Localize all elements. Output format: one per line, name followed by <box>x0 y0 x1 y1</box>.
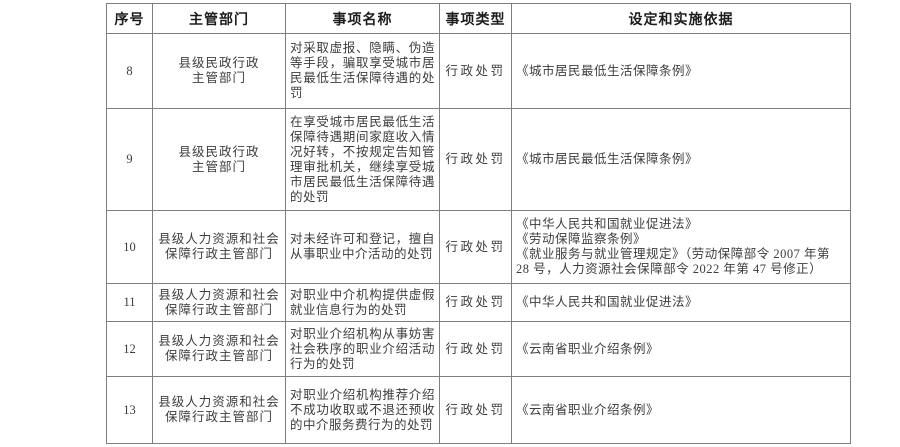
cell-basis: 《云南省职业介绍条例》 <box>511 321 851 377</box>
cell-item-type: 行政处罚 <box>439 376 512 444</box>
cell-department: 县级人力资源和社会 保障行政主管部门 <box>152 376 286 444</box>
cell-department: 县级人力资源和社会 保障行政主管部门 <box>152 283 286 322</box>
cell-no: 13 <box>106 376 153 444</box>
cell-basis: 《云南省职业介绍条例》 <box>511 376 851 444</box>
cell-item-name: 对职业介绍机构从事妨害社会秩序的职业介绍活动行为的处罚 <box>285 321 440 377</box>
table-row: 13 县级人力资源和社会 保障行政主管部门 对职业介绍机构推荐介绍不成功收取或不… <box>106 376 851 444</box>
col-header-no: 序号 <box>106 3 153 34</box>
cell-item-type: 行政处罚 <box>439 210 512 284</box>
cell-basis: 《城市居民最低生活保障条例》 <box>511 33 851 109</box>
cell-item-name: 对未经许可和登记，擅自从事职业中介活动的处罚 <box>285 210 440 284</box>
cell-item-name: 对职业中介机构提供虚假就业信息行为的处罚 <box>285 283 440 322</box>
cell-item-name: 在享受城市居民最低生活保障待遇期间家庭收入情况好转，不按规定告知管理审批机关，继… <box>285 108 440 211</box>
cell-item-type: 行政处罚 <box>439 108 512 211</box>
cell-no: 8 <box>106 33 153 109</box>
cell-basis: 《中华人民共和国就业促进法》 <box>511 283 851 322</box>
cell-item-type: 行政处罚 <box>439 321 512 377</box>
table-row: 9 县级民政行政 主管部门 在享受城市居民最低生活保障待遇期间家庭收入情况好转，… <box>106 108 851 211</box>
cell-department: 县级民政行政 主管部门 <box>152 33 286 109</box>
cell-basis: 《城市居民最低生活保障条例》 <box>511 108 851 211</box>
admin-penalty-items-table: 序号 主管部门 事项名称 事项类型 设定和实施依据 8 县级民政行政 主管部门 … <box>106 3 851 444</box>
col-header-department: 主管部门 <box>152 3 286 34</box>
cell-no: 12 <box>106 321 153 377</box>
cell-department: 县级民政行政 主管部门 <box>152 108 286 211</box>
col-header-item-name: 事项名称 <box>285 3 440 34</box>
table-row: 12 县级人力资源和社会 保障行政主管部门 对职业介绍机构从事妨害社会秩序的职业… <box>106 321 851 377</box>
cell-department: 县级人力资源和社会 保障行政主管部门 <box>152 321 286 377</box>
cell-no: 11 <box>106 283 153 322</box>
cell-basis: 《中华人民共和国就业促进法》 《劳动保障监察条例》 《就业服务与就业管理规定》（… <box>511 210 851 284</box>
table-header-row: 序号 主管部门 事项名称 事项类型 设定和实施依据 <box>106 3 851 34</box>
col-header-basis: 设定和实施依据 <box>511 3 851 34</box>
cell-item-type: 行政处罚 <box>439 283 512 322</box>
col-header-item-type: 事项类型 <box>439 3 512 34</box>
cell-item-type: 行政处罚 <box>439 33 512 109</box>
table-row: 10 县级人力资源和社会 保障行政主管部门 对未经许可和登记，擅自从事职业中介活… <box>106 210 851 284</box>
table-row: 11 县级人力资源和社会 保障行政主管部门 对职业中介机构提供虚假就业信息行为的… <box>106 283 851 322</box>
cell-department: 县级人力资源和社会 保障行政主管部门 <box>152 210 286 284</box>
table-row: 8 县级民政行政 主管部门 对采取虚报、隐瞒、伪造等手段，骗取享受城市居民最低生… <box>106 33 851 109</box>
cell-item-name: 对采取虚报、隐瞒、伪造等手段，骗取享受城市居民最低生活保障待遇的处罚 <box>285 33 440 109</box>
cell-item-name: 对职业介绍机构推荐介绍不成功收取或不退还预收的中介服务费行为的处罚 <box>285 376 440 444</box>
cell-no: 10 <box>106 210 153 284</box>
cell-no: 9 <box>106 108 153 211</box>
